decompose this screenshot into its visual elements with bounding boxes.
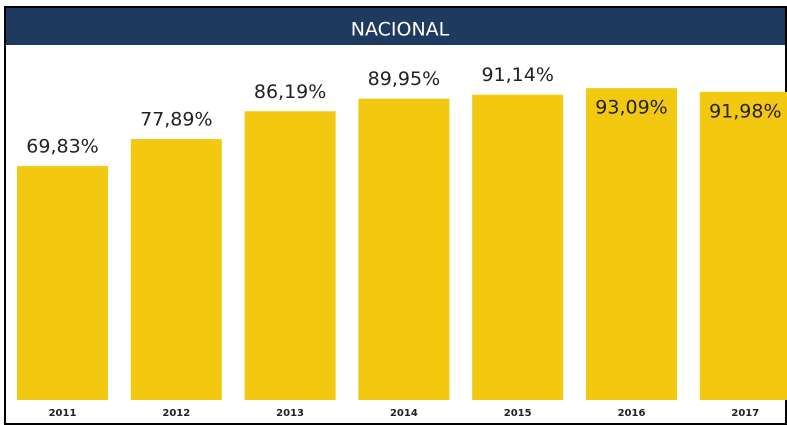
x-tick-label: 2014: [390, 408, 418, 419]
x-tick-label: 2012: [162, 408, 190, 419]
bar: [472, 94, 564, 400]
chart-title: NACIONAL: [351, 19, 450, 41]
x-tick-label: 2016: [618, 408, 646, 419]
x-tick-label: 2013: [276, 408, 304, 419]
data-label: 89,95%: [368, 68, 440, 90]
bar: [358, 98, 450, 400]
data-label: 91,98%: [709, 100, 781, 122]
x-tick-label: 2011: [49, 408, 77, 419]
bar: [699, 91, 787, 400]
x-tick-label: 2017: [731, 408, 759, 419]
data-label: 69,83%: [26, 136, 98, 158]
bar: [17, 166, 108, 400]
bar: [244, 111, 336, 401]
bar: [130, 139, 222, 401]
data-label: 77,89%: [140, 109, 212, 131]
data-label: 93,09%: [595, 97, 667, 119]
x-tick-label: 2015: [504, 408, 532, 419]
data-label: 86,19%: [254, 81, 326, 103]
header-band: [6, 8, 785, 45]
bar: [586, 88, 677, 400]
data-label: 91,14%: [481, 64, 553, 86]
